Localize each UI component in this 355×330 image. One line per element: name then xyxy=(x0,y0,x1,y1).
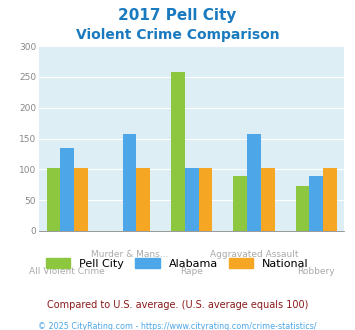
Bar xyxy=(247,134,261,231)
Bar xyxy=(74,168,88,231)
Bar xyxy=(261,168,274,231)
Text: 2017 Pell City: 2017 Pell City xyxy=(118,8,237,23)
Bar xyxy=(185,168,198,231)
Bar xyxy=(296,186,310,231)
Legend: Pell City, Alabama, National: Pell City, Alabama, National xyxy=(42,254,313,273)
Bar xyxy=(310,176,323,231)
Bar xyxy=(234,176,247,231)
Text: Compared to U.S. average. (U.S. average equals 100): Compared to U.S. average. (U.S. average … xyxy=(47,300,308,310)
Text: Robbery: Robbery xyxy=(297,267,335,276)
Text: Rape: Rape xyxy=(180,267,203,276)
Bar xyxy=(47,168,60,231)
Bar xyxy=(198,168,212,231)
Text: Aggravated Assault: Aggravated Assault xyxy=(210,250,298,259)
Bar xyxy=(171,72,185,231)
Bar xyxy=(122,134,136,231)
Text: All Violent Crime: All Violent Crime xyxy=(29,267,105,276)
Bar xyxy=(323,168,337,231)
Bar xyxy=(136,168,150,231)
Text: © 2025 CityRating.com - https://www.cityrating.com/crime-statistics/: © 2025 CityRating.com - https://www.city… xyxy=(38,322,317,330)
Text: Murder & Mans...: Murder & Mans... xyxy=(91,250,168,259)
Bar xyxy=(60,148,74,231)
Text: Violent Crime Comparison: Violent Crime Comparison xyxy=(76,28,279,42)
